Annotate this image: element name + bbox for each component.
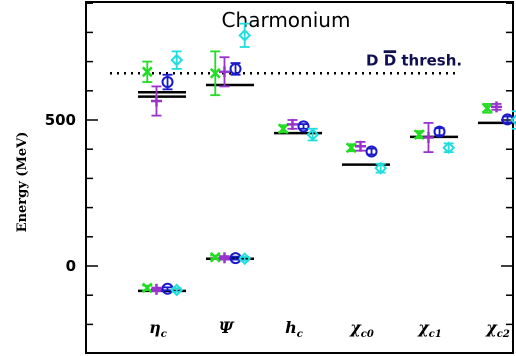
data-point-x [209, 251, 221, 263]
data-point-plus [150, 283, 162, 295]
marker-circle [365, 145, 378, 158]
axis-ticks: 0 500 [45, 2, 513, 326]
category-label: ηc [149, 318, 167, 340]
data-point-circle [297, 120, 310, 133]
marker-x [345, 142, 357, 154]
data-point-diamond [510, 110, 516, 130]
marker-diamond [510, 114, 516, 126]
category-label: Ψ [219, 318, 235, 337]
data-point-diamond [238, 22, 252, 48]
marker-diamond [238, 28, 252, 42]
marker-circle [229, 62, 242, 75]
data-point-plus [150, 85, 162, 117]
marker-diamond [238, 252, 252, 266]
data-point-circle [365, 145, 378, 158]
marker-circle [297, 120, 310, 133]
data-point-plus [218, 252, 230, 264]
marker-x [413, 129, 425, 140]
data-point-diamond [170, 50, 184, 70]
experiment-lines [138, 83, 516, 293]
data-point-diamond [442, 141, 456, 155]
y-tick-label: 500 [45, 111, 76, 129]
data-point-circle [161, 73, 174, 91]
marker-diamond [170, 53, 184, 67]
data-point-diamond [170, 283, 184, 297]
data-point-x [481, 102, 493, 114]
data-point-x [413, 129, 425, 140]
plot-frame [85, 1, 514, 354]
marker-x [209, 251, 221, 263]
marker-diamond [306, 128, 320, 142]
marker-diamond [442, 141, 456, 155]
category-label: χc0 [349, 318, 374, 340]
data-point-circle [161, 282, 174, 295]
marker-x [141, 282, 153, 294]
marker-circle [433, 125, 446, 138]
marker-x [481, 102, 493, 114]
category-label: χc2 [485, 318, 510, 340]
data-point-plus [218, 56, 230, 88]
data-point-x [141, 60, 153, 83]
marker-x [141, 66, 153, 78]
marker-diamond [170, 283, 184, 297]
chart-title: Charmonium [222, 8, 351, 32]
threshold-group: D D thresh. [110, 51, 462, 75]
data-point-x [141, 282, 153, 294]
data-point-plus [422, 122, 434, 154]
threshold-label: D D thresh. [366, 51, 462, 69]
y-tick-label: 0 [66, 257, 76, 275]
category-label: χc1 [417, 318, 442, 340]
data-point-diamond [238, 252, 252, 266]
data-point-x [345, 142, 357, 154]
data-point-plus [286, 118, 298, 130]
y-axis-label: Energy (MeV) [15, 132, 30, 233]
marker-diamond [374, 161, 388, 175]
data-point-x [209, 50, 221, 97]
data-point-diamond [306, 127, 320, 142]
marker-x [209, 67, 221, 79]
marker-circle [161, 76, 174, 89]
data-point-x [277, 123, 289, 135]
data-point-diamond [374, 161, 388, 175]
data-point-circle [229, 62, 242, 76]
data-point-circle [433, 125, 446, 138]
data-series [141, 22, 516, 297]
marker-x [277, 123, 289, 135]
category-label: hc [285, 318, 303, 340]
data-point-plus [490, 101, 502, 113]
data-point-plus [354, 140, 366, 152]
